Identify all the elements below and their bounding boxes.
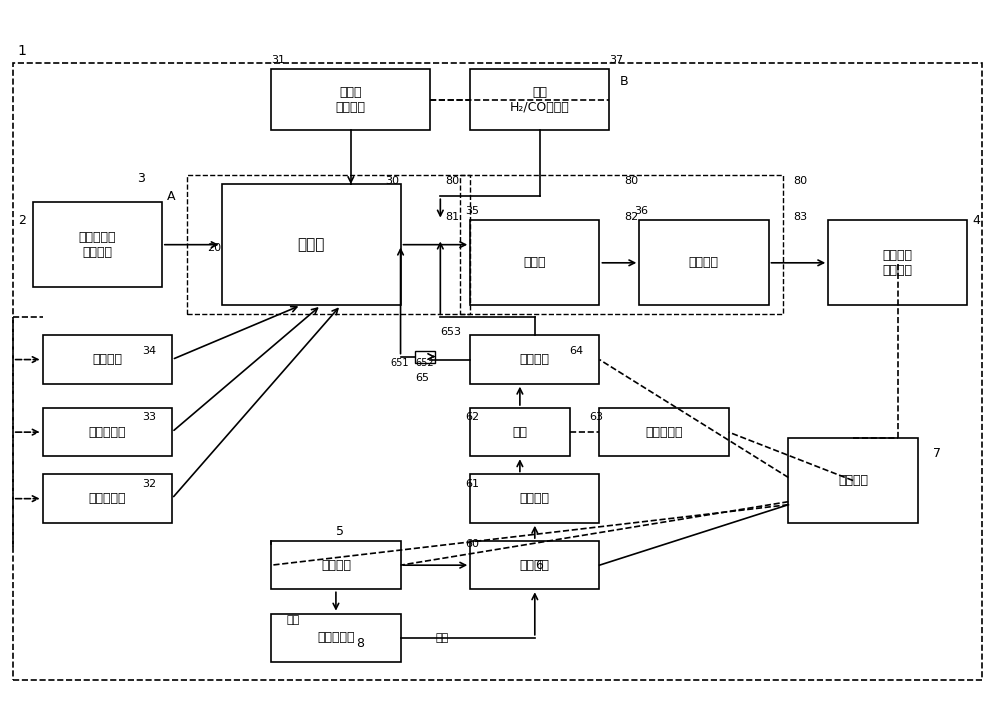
Bar bbox=[470, 475, 599, 523]
Text: 购电: 购电 bbox=[435, 633, 449, 643]
Text: 压力传感器: 压力传感器 bbox=[645, 426, 683, 439]
Bar bbox=[460, 175, 783, 314]
Text: 气化炉: 气化炉 bbox=[297, 237, 325, 252]
Text: 30: 30 bbox=[386, 176, 400, 186]
Text: 80: 80 bbox=[624, 176, 638, 186]
Text: 80: 80 bbox=[793, 176, 807, 186]
Text: 氧供给装置: 氧供给装置 bbox=[88, 426, 126, 439]
Text: 脱硫装置: 脱硫装置 bbox=[689, 257, 719, 269]
Text: 4: 4 bbox=[972, 214, 980, 227]
Text: 83: 83 bbox=[793, 212, 807, 222]
Text: 651: 651 bbox=[391, 358, 409, 367]
Text: 炉外
H₂/CO传感器: 炉外 H₂/CO传感器 bbox=[510, 86, 570, 114]
Text: 售电: 售电 bbox=[286, 615, 299, 625]
Text: 加热装置: 加热装置 bbox=[92, 353, 122, 366]
Text: 商用电力网: 商用电力网 bbox=[317, 631, 355, 644]
Bar bbox=[271, 69, 430, 130]
Text: 7: 7 bbox=[933, 447, 941, 460]
Text: 60: 60 bbox=[465, 539, 479, 549]
Bar bbox=[33, 203, 162, 287]
Text: 35: 35 bbox=[465, 206, 479, 217]
Bar bbox=[43, 475, 172, 523]
Text: 31: 31 bbox=[271, 55, 285, 65]
Text: 2: 2 bbox=[18, 214, 26, 227]
Bar bbox=[13, 63, 982, 680]
Text: 34: 34 bbox=[142, 346, 156, 355]
Bar bbox=[271, 613, 401, 662]
Text: 氢填充泵: 氢填充泵 bbox=[520, 492, 550, 505]
Text: 液体燃料
制造装置: 液体燃料 制造装置 bbox=[883, 249, 913, 277]
Text: 63: 63 bbox=[590, 412, 604, 422]
Text: 61: 61 bbox=[465, 479, 479, 489]
Bar bbox=[415, 350, 435, 362]
Text: 64: 64 bbox=[570, 346, 584, 355]
Text: 652: 652 bbox=[415, 358, 434, 367]
Bar bbox=[187, 175, 470, 314]
Text: 81: 81 bbox=[445, 212, 459, 222]
Text: 82: 82 bbox=[624, 212, 639, 222]
Text: 32: 32 bbox=[142, 479, 156, 489]
Text: 6: 6 bbox=[535, 559, 543, 572]
Text: 20: 20 bbox=[207, 243, 221, 252]
Text: 发电设备: 发电设备 bbox=[321, 559, 351, 572]
Text: 5: 5 bbox=[336, 526, 344, 538]
Text: 生物质原料
供给装置: 生物质原料 供给装置 bbox=[78, 231, 116, 259]
Bar bbox=[470, 69, 609, 130]
Text: 洗涤器: 洗涤器 bbox=[524, 257, 546, 269]
Text: B: B bbox=[619, 75, 628, 88]
Text: 水供给装置: 水供给装置 bbox=[88, 492, 126, 505]
Bar bbox=[639, 221, 768, 305]
Text: A: A bbox=[167, 190, 175, 203]
Text: 3: 3 bbox=[137, 172, 145, 184]
Text: 气化炉
传感器组: 气化炉 传感器组 bbox=[336, 86, 366, 114]
Bar bbox=[470, 335, 599, 383]
Bar bbox=[788, 438, 918, 523]
Text: 36: 36 bbox=[634, 206, 648, 217]
Text: 1: 1 bbox=[18, 44, 27, 58]
Bar bbox=[828, 221, 967, 305]
Text: 65: 65 bbox=[415, 373, 429, 383]
Bar bbox=[470, 221, 599, 305]
Text: 653: 653 bbox=[440, 327, 461, 337]
Bar bbox=[470, 408, 570, 456]
Bar bbox=[599, 408, 729, 456]
Bar bbox=[222, 184, 401, 305]
Bar bbox=[470, 541, 599, 590]
Text: 8: 8 bbox=[356, 637, 364, 651]
Text: 电解装置: 电解装置 bbox=[520, 559, 550, 572]
Text: 氢罐: 氢罐 bbox=[512, 426, 527, 439]
Bar bbox=[43, 335, 172, 383]
Text: 33: 33 bbox=[142, 412, 156, 422]
Text: 80: 80 bbox=[445, 176, 459, 186]
Text: 控制装置: 控制装置 bbox=[838, 474, 868, 487]
Text: 62: 62 bbox=[465, 412, 479, 422]
Bar bbox=[43, 408, 172, 456]
Text: 氢供给泵: 氢供给泵 bbox=[520, 353, 550, 366]
Text: 37: 37 bbox=[609, 55, 624, 65]
Bar bbox=[271, 541, 401, 590]
